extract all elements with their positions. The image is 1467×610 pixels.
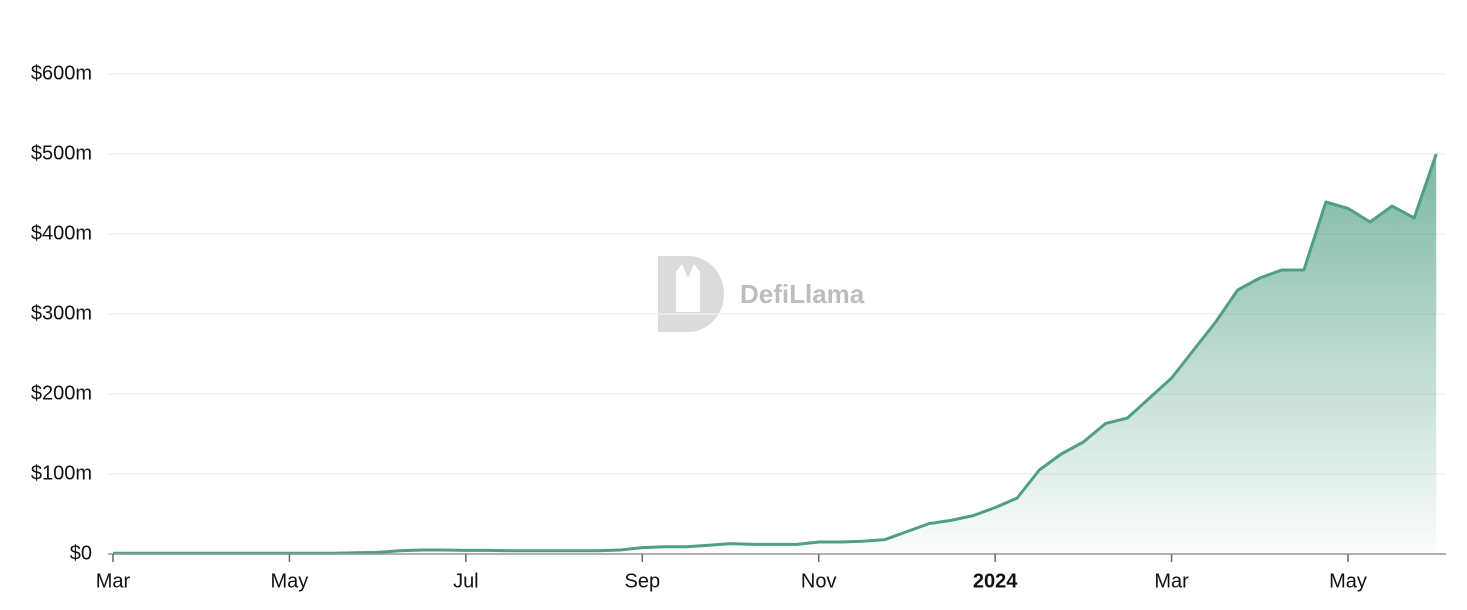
- x-tick-label: 2024: [973, 570, 1018, 592]
- y-tick-label: $0: [70, 542, 92, 564]
- x-tick-label: May: [1329, 570, 1367, 592]
- y-tick-label: $300m: [31, 302, 92, 324]
- x-tick-label: Jul: [453, 570, 479, 592]
- y-tick-label: $200m: [31, 382, 92, 404]
- area: [113, 154, 1437, 554]
- x-tick-label: May: [271, 570, 309, 592]
- x-tick-label: Nov: [801, 570, 837, 592]
- y-tick-label: $500m: [31, 142, 92, 164]
- watermark: DefiLlama: [740, 279, 865, 309]
- x-tick-label: Mar: [1154, 570, 1189, 592]
- x-tick-label: Sep: [624, 570, 660, 592]
- y-tick-label: $100m: [31, 462, 92, 484]
- y-tick-label: $600m: [31, 62, 92, 84]
- watermark-logo: [658, 256, 724, 332]
- line: [113, 153, 1438, 555]
- x-tick-label: Mar: [96, 570, 131, 592]
- y-tick-label: $400m: [31, 222, 92, 244]
